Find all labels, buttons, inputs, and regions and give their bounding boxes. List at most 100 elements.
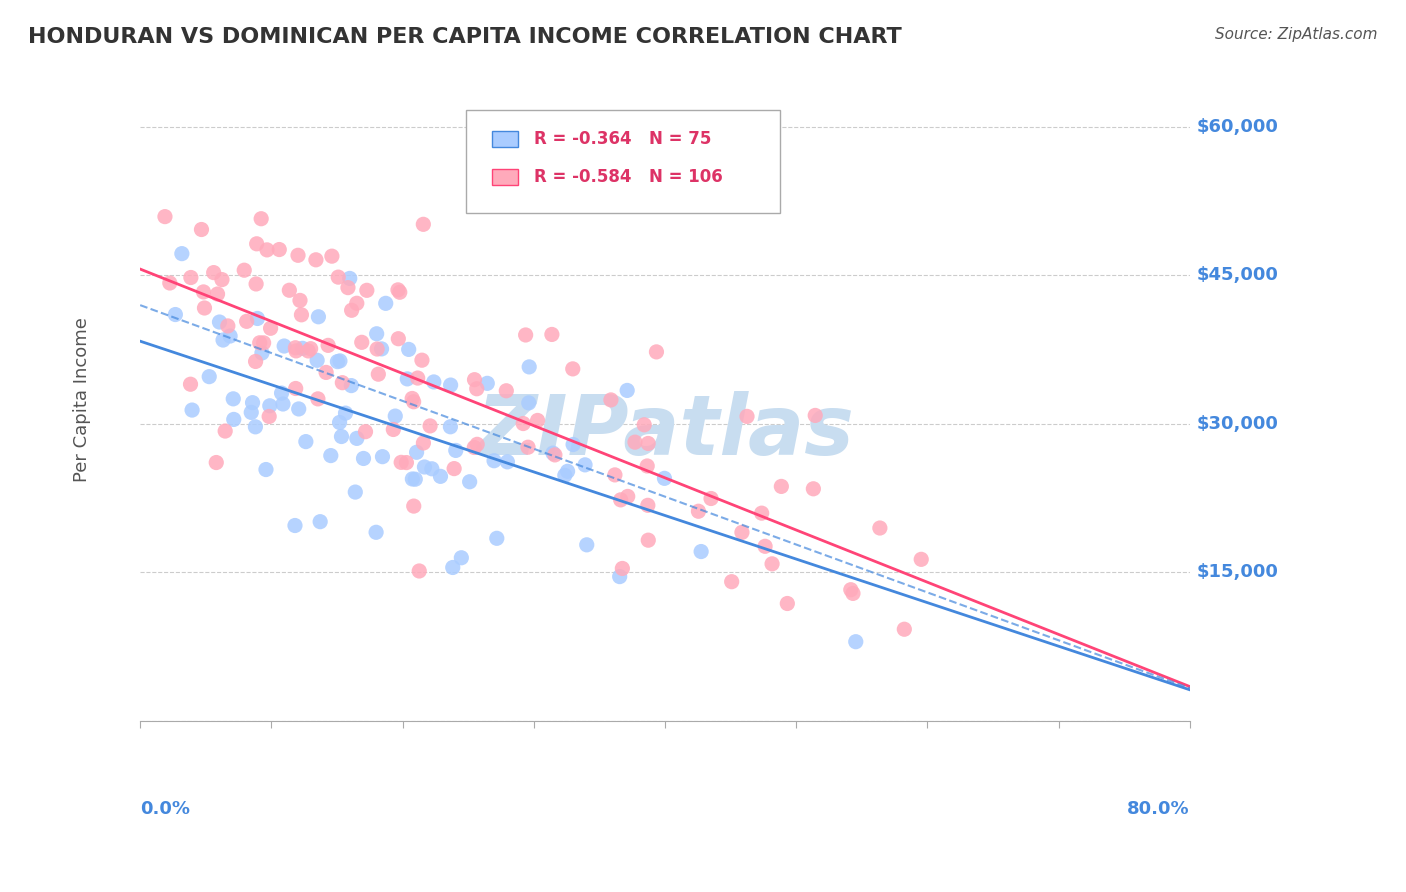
Point: [202, 266, 225, 280]
Point: [290, 308, 312, 322]
Point: [340, 378, 363, 392]
Point: [735, 409, 758, 424]
Point: [165, 308, 187, 322]
Point: [388, 285, 411, 300]
Point: [603, 467, 626, 482]
Point: [356, 283, 378, 297]
Point: [439, 419, 461, 434]
Point: [259, 399, 281, 413]
Point: [285, 343, 308, 358]
Point: [645, 344, 668, 359]
Point: [512, 417, 534, 431]
Point: [412, 436, 434, 450]
Point: [295, 434, 318, 449]
Point: [374, 296, 396, 310]
Point: [270, 386, 292, 401]
Text: $30,000: $30,000: [1197, 415, 1278, 433]
Point: [869, 521, 891, 535]
Point: [450, 550, 472, 565]
Point: [404, 472, 426, 486]
Point: [526, 413, 548, 427]
Point: [170, 246, 193, 260]
Point: [751, 506, 773, 520]
Point: [245, 420, 267, 434]
Point: [395, 456, 418, 470]
Point: [190, 222, 212, 236]
Point: [444, 443, 467, 458]
Text: $15,000: $15,000: [1197, 564, 1278, 582]
Point: [463, 373, 485, 387]
Point: [401, 472, 423, 486]
Point: [271, 397, 294, 411]
Point: [624, 435, 647, 450]
Point: [246, 311, 269, 326]
Point: [477, 376, 499, 391]
Point: [288, 293, 311, 308]
Point: [496, 455, 519, 469]
Text: N = 106: N = 106: [650, 169, 723, 186]
Point: [299, 342, 322, 356]
Point: [754, 539, 776, 553]
Point: [893, 622, 915, 636]
Point: [257, 409, 280, 424]
Point: [307, 392, 329, 406]
Point: [284, 382, 307, 396]
Point: [297, 343, 319, 358]
Point: [328, 270, 350, 285]
Point: [382, 422, 405, 436]
Point: [398, 343, 420, 357]
Point: [804, 409, 827, 423]
Text: N = 75: N = 75: [650, 129, 711, 147]
Point: [413, 460, 436, 475]
Point: [420, 462, 443, 476]
Point: [389, 455, 412, 469]
Text: R = -0.584: R = -0.584: [534, 169, 631, 186]
Point: [222, 412, 245, 426]
FancyBboxPatch shape: [492, 130, 517, 146]
Point: [336, 280, 359, 294]
Point: [315, 366, 337, 380]
Point: [284, 341, 307, 355]
Point: [217, 318, 239, 333]
Text: R = -0.364: R = -0.364: [534, 129, 631, 147]
Point: [839, 582, 862, 597]
Point: [344, 485, 367, 500]
Point: [254, 462, 277, 476]
Point: [250, 346, 273, 360]
Point: [329, 354, 352, 368]
Point: [370, 342, 392, 356]
Point: [350, 335, 373, 350]
Point: [554, 468, 576, 483]
Point: [541, 327, 564, 342]
Point: [515, 328, 537, 343]
Point: [329, 416, 352, 430]
Point: [575, 538, 598, 552]
Point: [240, 405, 263, 419]
Point: [340, 303, 363, 318]
Text: 0.0%: 0.0%: [141, 800, 190, 818]
Point: [321, 249, 343, 263]
Text: $45,000: $45,000: [1197, 267, 1278, 285]
Point: [637, 499, 659, 513]
Point: [443, 461, 465, 475]
Point: [396, 372, 419, 386]
Point: [326, 354, 349, 368]
Point: [278, 283, 301, 297]
Point: [249, 335, 271, 350]
Point: [600, 392, 623, 407]
Point: [366, 326, 388, 341]
Point: [222, 392, 245, 406]
Point: [181, 403, 204, 417]
Point: [690, 544, 713, 558]
Point: [309, 515, 332, 529]
Point: [463, 441, 485, 455]
Point: [307, 310, 329, 324]
Point: [371, 450, 394, 464]
Point: [367, 367, 389, 381]
Point: [654, 471, 676, 485]
Point: [776, 597, 799, 611]
Text: ZIPatlas: ZIPatlas: [477, 391, 853, 472]
Point: [429, 469, 451, 483]
Point: [842, 586, 865, 600]
Point: [305, 252, 328, 267]
